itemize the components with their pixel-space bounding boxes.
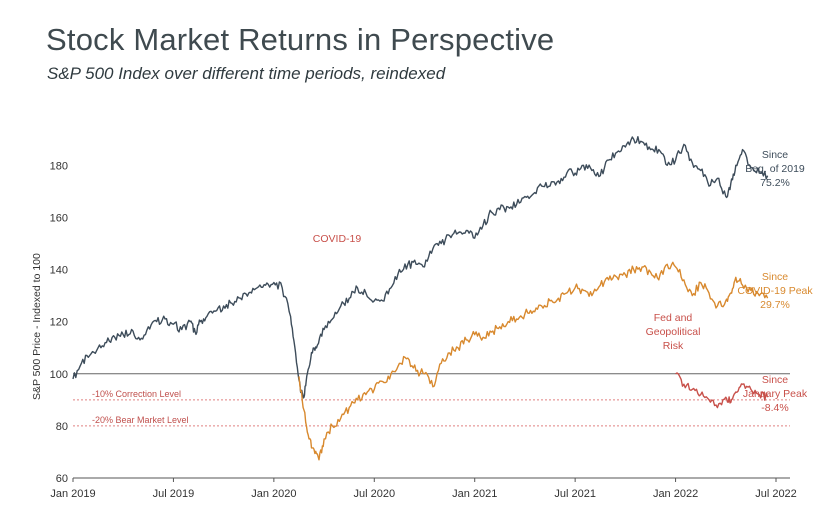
series-label-3: Since [762,374,788,386]
reference-line-label: -20% Bear Market Level [92,415,189,425]
series-label-2: 29.7% [760,299,790,311]
series-label-2: Since [762,271,788,283]
series-label-1: Beg. of 2019 [745,163,805,175]
series-line-2 [298,261,769,461]
series-line-3 [675,372,769,409]
y-tick-label: 120 [50,317,68,329]
x-tick-label: Jul 2019 [153,488,195,500]
series-label-3: January Peak [743,388,808,400]
annotation-fed-risk: Risk [663,340,684,352]
annotation-fed-risk: Fed and [654,312,693,324]
y-tick-label: 100 [50,369,68,381]
annotation-fed-risk: Geopolitical [646,326,701,338]
x-tick-label: Jan 2021 [452,488,497,500]
x-tick-label: Jan 2020 [251,488,296,500]
y-axis-label: S&P 500 Price - Indexed to 100 [31,253,43,400]
series-label-1: Since [762,149,788,161]
series-line-1 [72,136,769,399]
series-label-1: 75.2% [760,177,790,189]
series-label-2: COVID-19 Peak [737,285,813,297]
x-tick-label: Jul 2021 [554,488,596,500]
reference-line-label: -10% Correction Level [92,389,181,399]
chart-subtitle: S&P 500 Index over different time period… [47,64,446,83]
x-tick-label: Jan 2019 [50,488,95,500]
y-tick-label: 160 [50,212,68,224]
annotation-covid: COVID-19 [313,233,362,245]
y-tick-label: 140 [50,265,68,277]
x-tick-label: Jan 2022 [653,488,698,500]
y-tick-label: 180 [50,160,68,172]
chart-title: Stock Market Returns in Perspective [46,22,555,57]
x-tick-label: Jul 2022 [755,488,797,500]
x-tick-label: Jul 2020 [353,488,395,500]
y-tick-label: 60 [56,473,68,485]
series-label-3: -8.4% [761,402,788,414]
y-tick-label: 80 [56,421,68,433]
